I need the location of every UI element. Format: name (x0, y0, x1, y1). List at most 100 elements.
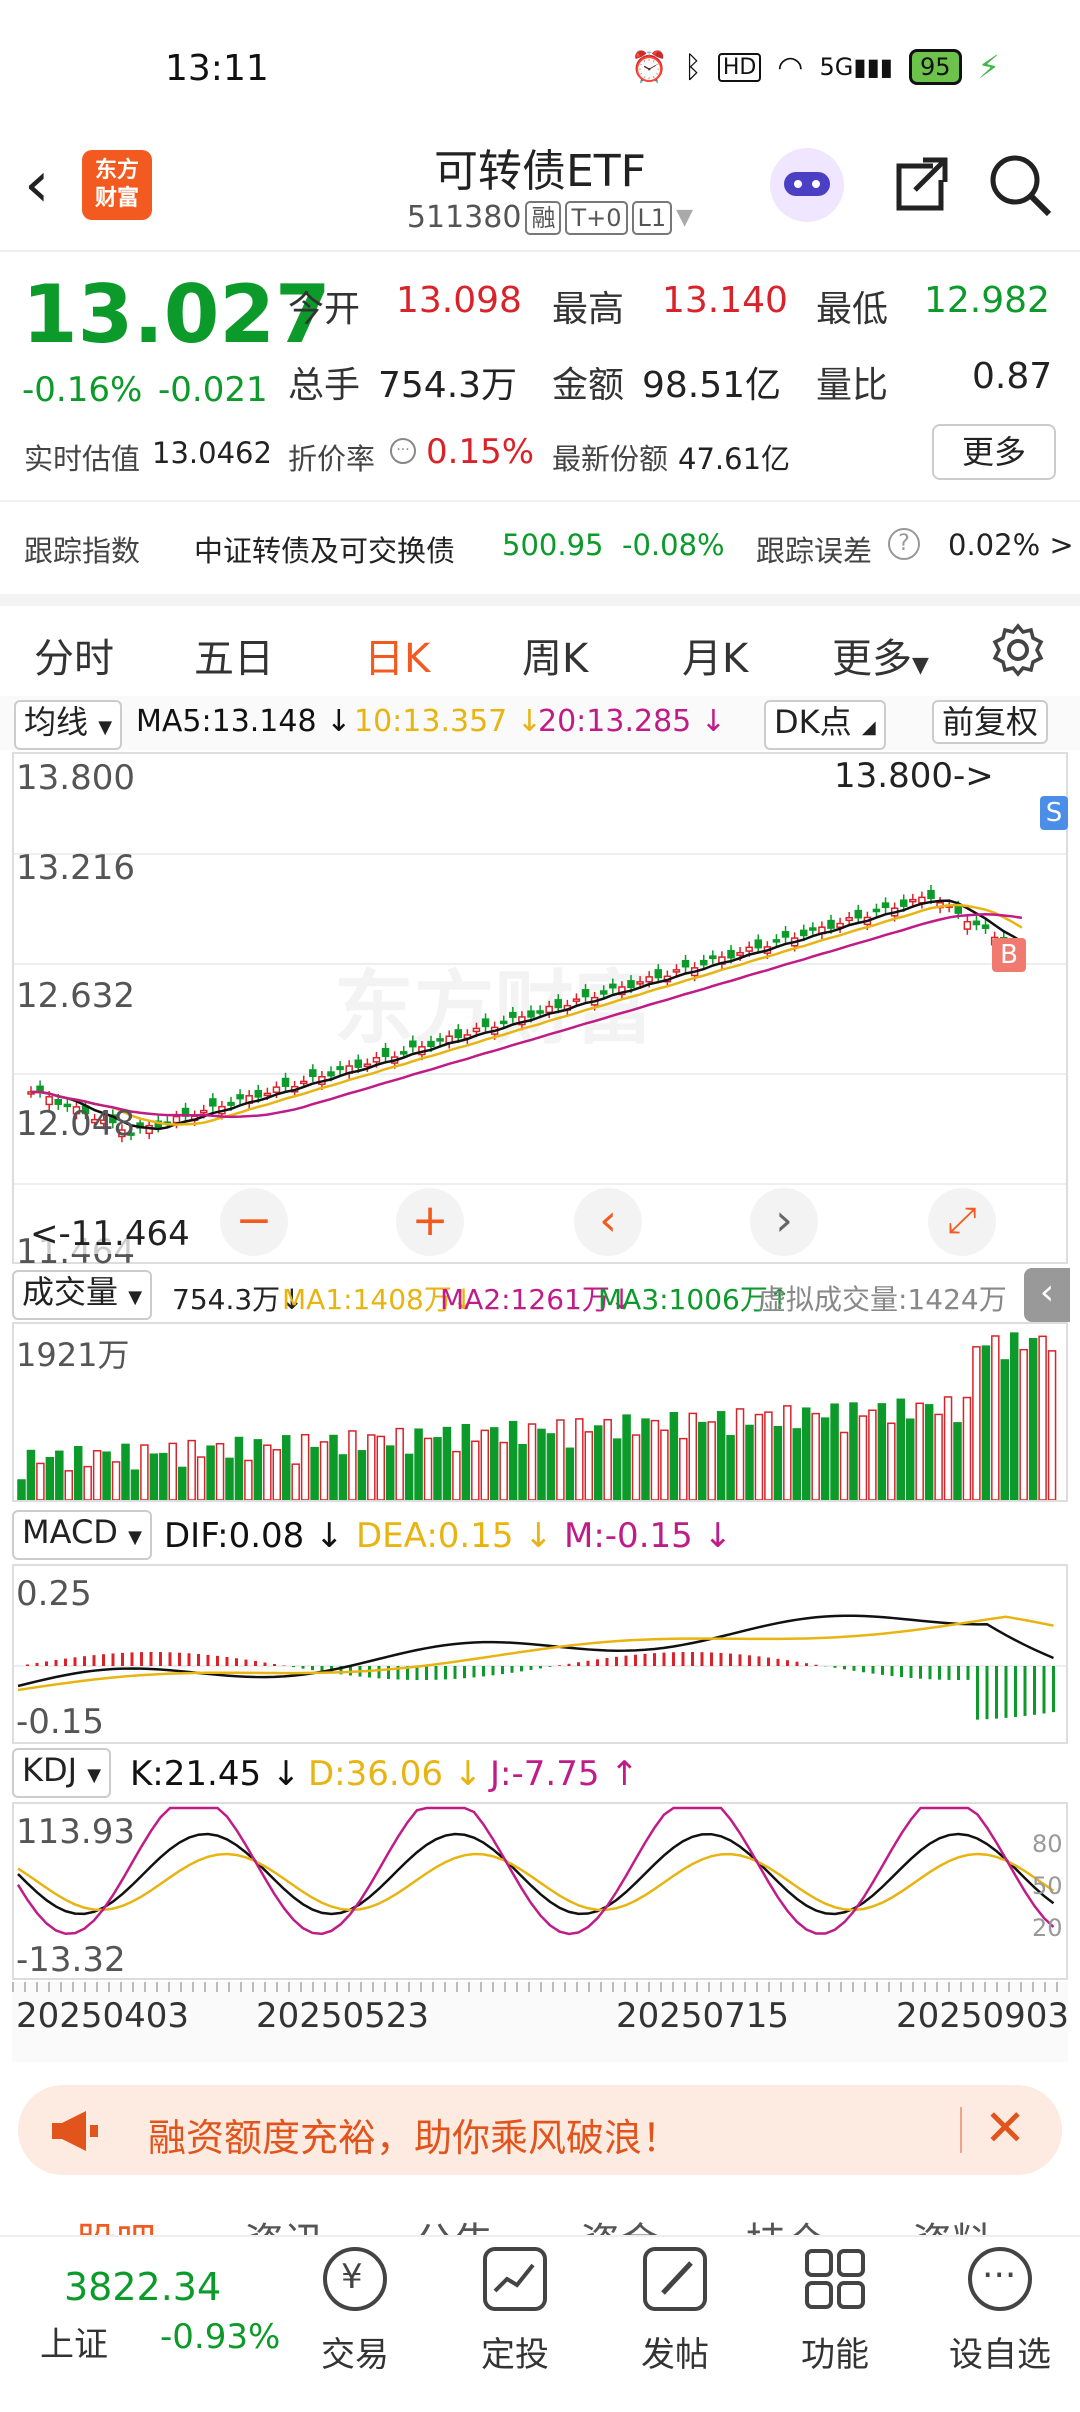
candle (336, 1066, 344, 1071)
kline-chart[interactable]: 东方财富 13.800 13.216 12.632 12.048 11.464 … (12, 752, 1068, 1272)
market-index-widget[interactable]: 3822.34 上证 -0.93% (20, 2237, 290, 2387)
volume-bar (575, 1418, 584, 1500)
candle (745, 946, 753, 952)
ma20-text: 20:13.285 (538, 704, 692, 739)
search-icon[interactable] (985, 150, 1055, 220)
tab-timeshare[interactable]: 分时 (34, 636, 114, 682)
kdj-d: D:36.06 ↓ (308, 1754, 483, 1794)
volume-bar (73, 1446, 83, 1500)
tab-five-day[interactable]: 五日 (194, 636, 274, 682)
banner-separator (960, 2107, 962, 2153)
discount-value: 0.15% (426, 432, 535, 472)
volume-bar (272, 1449, 282, 1500)
tab-daily-k[interactable]: 日K (364, 636, 431, 682)
candle (854, 909, 863, 919)
open-value: 13.098 (396, 280, 522, 321)
volume-bar (518, 1443, 527, 1500)
volume-bar (499, 1441, 508, 1500)
status-icons: ⏰ ᛒ HD ◠ 5G▮▮▮ 95 ⚡ (630, 48, 1000, 86)
battery-icon: 95 (908, 49, 962, 85)
volume-bar (849, 1402, 858, 1500)
candle (963, 920, 972, 930)
kdj-chart[interactable]: 113.93 -13.32 80 50 20 (12, 1802, 1068, 1980)
volume-bar (187, 1439, 196, 1500)
volume-bar (310, 1446, 319, 1500)
iopv-value: 13.0462 (152, 436, 272, 470)
logo-line-2: 财富 (94, 186, 139, 211)
volume-bar (130, 1469, 140, 1500)
macd-y-bottom: -0.15 (16, 1702, 104, 1742)
volume-bar (981, 1345, 991, 1500)
collapse-panel-button[interactable]: ‹ (1024, 1268, 1070, 1322)
kdj-y-bottom: -13.32 (16, 1940, 126, 1980)
zoom-in-button[interactable]: + (396, 1188, 464, 1256)
sell-marker[interactable]: S (1040, 796, 1068, 830)
tab-weekly-k[interactable]: 周K (522, 636, 589, 682)
tab-monthly-k[interactable]: 月K (682, 636, 749, 682)
ma-mode-select[interactable]: 均线 ▼ (14, 700, 123, 750)
volume-bar (92, 1450, 102, 1500)
promo-banner[interactable]: 融资额度充裕，助你乘风破浪！ ✕ (18, 2085, 1062, 2175)
volume-bar (953, 1422, 962, 1500)
tracking-index-row[interactable]: 跟踪指数 中证转债及可交换债 500.95 -0.08% 跟踪误差 ? 0.02… (0, 510, 1080, 580)
macd-select[interactable]: MACD ▼ (12, 1510, 152, 1560)
nav-invest-plan[interactable]: 定投 (460, 2247, 570, 2376)
ma-legend-bar: 均线 ▼ MA5:13.148 ↓ 10:13.357 ↓ 20:13.285 … (0, 696, 1080, 750)
info-icon[interactable]: ··· (390, 438, 416, 464)
macd-chart[interactable]: 0.25 -0.15 (12, 1564, 1068, 1744)
volume-select[interactable]: 成交量 ▼ (12, 1270, 153, 1320)
volume-bar (45, 1456, 55, 1500)
volume-bar (716, 1411, 726, 1500)
stock-code-row[interactable]: 511380 融 T+0 L1 ▼ (380, 200, 720, 235)
volume-chart[interactable]: 1921万 (12, 1322, 1068, 1502)
volume-bar (461, 1424, 471, 1500)
kdj-select-label: KDJ (22, 1751, 78, 1789)
kdj-j-text: J:-7.75 (490, 1754, 600, 1794)
volume-bar (385, 1445, 395, 1500)
nav-add-watchlist[interactable]: ··· 设自选 (940, 2247, 1060, 2376)
tag-t0: T+0 (565, 200, 628, 235)
candle (627, 980, 635, 989)
settings-icon[interactable] (990, 622, 1046, 688)
volume-bar (650, 1419, 660, 1500)
nav-post[interactable]: 发帖 (620, 2247, 730, 2376)
candle (381, 1047, 390, 1058)
pan-right-button[interactable]: › (750, 1188, 818, 1256)
pan-left-button[interactable]: ‹ (574, 1188, 642, 1256)
fullscreen-icon[interactable]: ⤢ (928, 1188, 996, 1256)
back-button[interactable]: ‹ (24, 148, 50, 222)
ma-line (30, 912, 1023, 1119)
shares-value: 47.61亿 (678, 442, 791, 476)
candle (299, 1080, 308, 1085)
megaphone-icon (46, 2103, 102, 2163)
nav-functions[interactable]: 功能 (780, 2247, 890, 2376)
volume-bar (26, 1449, 36, 1500)
ai-assistant-icon[interactable] (770, 148, 844, 222)
candle (654, 969, 663, 979)
buy-marker[interactable]: B (992, 938, 1026, 972)
candle (772, 939, 781, 943)
help-icon[interactable]: ? (888, 528, 920, 560)
dk-point-select[interactable]: DK点 ◢ (764, 700, 886, 750)
nav-trade[interactable]: ¥ 交易 (300, 2247, 410, 2376)
close-icon[interactable]: ✕ (984, 2099, 1026, 2157)
tab-more[interactable]: 更多▼ (832, 626, 929, 684)
y-label-max: 13.800 (16, 758, 135, 798)
more-button[interactable]: 更多 (932, 424, 1056, 480)
volume-bar (414, 1428, 423, 1500)
app-logo[interactable]: 东方 财富 (82, 150, 152, 220)
kdj-select[interactable]: KDJ ▼ (12, 1748, 112, 1798)
candle (545, 1005, 553, 1014)
volume-bar (754, 1413, 764, 1500)
ma10-text: 10:13.357 (354, 704, 508, 739)
candle (354, 1059, 363, 1068)
zoom-out-button[interactable]: − (220, 1188, 288, 1256)
macd-dif: DIF:0.08 ↓ (164, 1516, 344, 1556)
candle (54, 1099, 63, 1105)
share-icon[interactable] (885, 150, 955, 220)
last-price: 13.027 (22, 268, 331, 361)
candle (399, 1051, 408, 1055)
nav-invest-plan-label: 定投 (481, 2335, 549, 2375)
max-marker: 13.800-> (834, 756, 994, 796)
adjust-select[interactable]: 前复权 (932, 700, 1049, 744)
